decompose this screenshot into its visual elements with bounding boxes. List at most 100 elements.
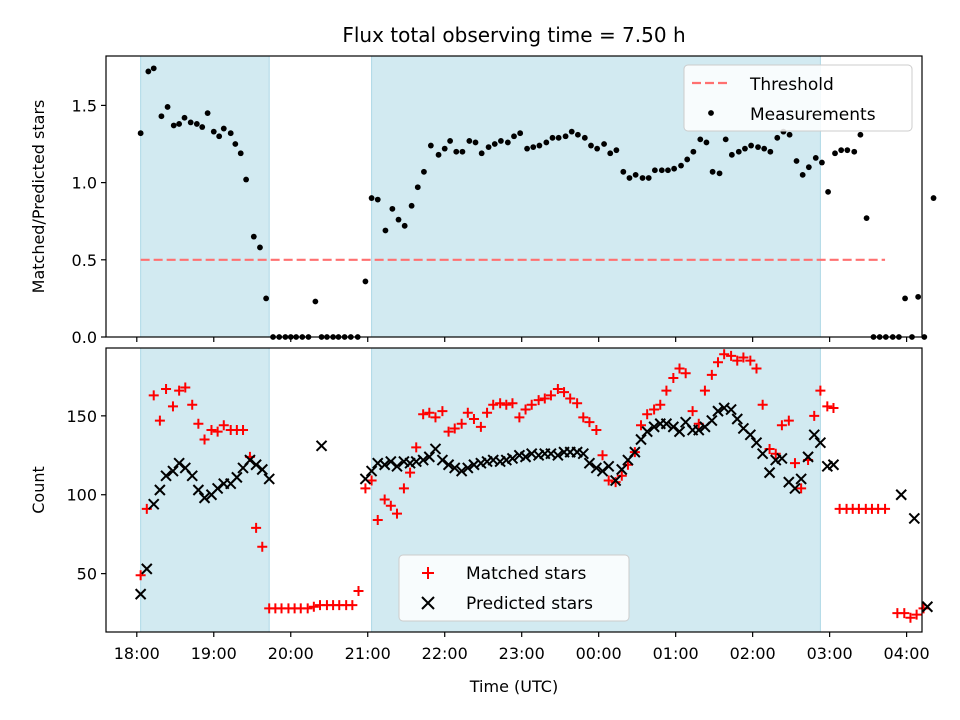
matched-star-point-79 xyxy=(636,420,647,431)
matched-star-point-117 xyxy=(880,503,891,514)
matched-star-point-76 xyxy=(616,470,627,481)
predicted-star-point-81 xyxy=(731,413,743,425)
predicted-star-point-88 xyxy=(776,452,788,465)
matched-star-point-75 xyxy=(610,477,621,488)
measurement-point-112 xyxy=(838,147,845,154)
measurement-point-101 xyxy=(767,148,774,155)
matched-star-point-50 xyxy=(449,423,460,434)
x-tick-label-04-00: 04:00 xyxy=(884,644,930,663)
matched-star-point-81 xyxy=(649,404,660,415)
measurement-point-5 xyxy=(164,104,171,110)
matched-star-point-107 xyxy=(815,385,826,396)
predicted-star-point-11 xyxy=(198,492,211,504)
top-legend-box xyxy=(683,64,913,132)
matched-star-point-19 xyxy=(251,522,262,533)
predicted-star-point-9 xyxy=(186,470,198,482)
x-tick-label-18-00: 18:00 xyxy=(114,644,160,663)
bottom-x-axis: 18:00 19:00 20:00 21:00 22:00 23:00 00:00 01:00… xyxy=(114,632,930,663)
predicted-star-point-70 xyxy=(660,418,673,430)
measurement-point-57 xyxy=(485,144,492,150)
matched-star-point-44 xyxy=(411,442,422,453)
matched-star-point-90 xyxy=(706,369,717,380)
matched-star-point-64 xyxy=(539,393,550,404)
matched-star-point-45 xyxy=(418,409,429,420)
bottom-y-axis: 50 100 150 xyxy=(66,407,106,584)
predicted-star-point-28 xyxy=(391,460,403,473)
matched-star-point-104 xyxy=(796,483,807,494)
measurement-point-61 xyxy=(511,133,517,140)
measurement-point-13 xyxy=(210,128,217,135)
matched-star-point-83 xyxy=(661,385,672,396)
matched-star-point-58 xyxy=(501,399,512,410)
measurement-point-43 xyxy=(395,216,402,223)
matched-star-point-12 xyxy=(206,425,217,436)
measurement-point-84 xyxy=(658,167,665,174)
matched-star-point-100 xyxy=(770,448,781,459)
matched-star-point-20 xyxy=(257,541,268,552)
measurement-point-73 xyxy=(588,142,594,149)
predicted-star-point-84 xyxy=(750,436,763,449)
chart-title: Flux total observing time = 7.50 h xyxy=(342,23,685,47)
x-tick-label-22-00: 22:00 xyxy=(422,644,468,663)
measurement-point-2 xyxy=(145,68,152,75)
bottom-legend: Matched stars Predicted stars xyxy=(398,554,630,622)
measurement-point-30 xyxy=(312,298,319,305)
predicted-star-point-2 xyxy=(141,563,153,575)
measurement-point-49 xyxy=(435,151,442,158)
legend-matched-swatch xyxy=(422,567,434,579)
top-y-axis: 0.0 0.5 1.0 1.5 xyxy=(72,96,106,347)
measurement-point-95 xyxy=(728,151,735,158)
measurement-point-80 xyxy=(632,171,639,178)
measurement-point-40 xyxy=(374,196,381,203)
matched-star-point-63 xyxy=(533,395,544,406)
x-tick-label-00-00: 00:00 xyxy=(576,644,622,663)
predicted-star-point-20 xyxy=(256,463,268,476)
predicted-star-point-38 xyxy=(455,465,468,477)
matched-star-point-42 xyxy=(398,483,409,494)
predicted-star-point-83 xyxy=(744,429,757,441)
predicted-star-point-66 xyxy=(635,433,647,446)
matched-star-point-57 xyxy=(495,398,506,409)
measurement-point-56 xyxy=(478,150,485,157)
predicted-star-point-21 xyxy=(263,473,275,485)
measurement-point-102 xyxy=(774,134,781,141)
predicted-star-point-6 xyxy=(167,465,179,477)
matched-star-point-66 xyxy=(552,384,563,395)
measurement-point-91 xyxy=(703,139,710,146)
predicted-star-point-16 xyxy=(231,471,243,484)
measurement-point-75 xyxy=(601,141,607,147)
matched-star-point-93 xyxy=(726,350,737,361)
predicted-stars-points xyxy=(134,402,934,613)
measurement-point-85 xyxy=(665,167,671,174)
measurement-point-55 xyxy=(472,139,479,146)
measurement-point-90 xyxy=(697,136,704,143)
measurement-point-122 xyxy=(902,295,908,302)
predicted-star-point-37 xyxy=(449,462,461,474)
measurement-point-116 xyxy=(863,215,870,222)
predicted-star-point-53 xyxy=(552,449,564,461)
matched-star-point-82 xyxy=(655,399,666,410)
predicted-star-point-60 xyxy=(596,465,609,477)
matched-star-point-87 xyxy=(687,406,698,417)
measurement-point-76 xyxy=(607,150,614,157)
measurement-point-97 xyxy=(742,145,748,152)
measurement-point-63 xyxy=(524,145,530,152)
measurement-point-39 xyxy=(368,195,375,201)
matched-star-point-51 xyxy=(456,418,467,429)
predicted-star-point-98 xyxy=(908,512,921,525)
predicted-star-point-1 xyxy=(134,588,147,600)
measurement-point-115 xyxy=(857,131,864,138)
matched-star-point-84 xyxy=(668,372,679,383)
measurement-point-44 xyxy=(401,222,408,229)
measurement-point-48 xyxy=(427,142,434,149)
matched-star-point-119 xyxy=(899,608,910,619)
predicted-star-point-35 xyxy=(436,454,449,466)
predicted-star-point-58 xyxy=(583,457,596,469)
measurement-point-108 xyxy=(812,155,819,161)
measurement-point-16 xyxy=(227,130,234,137)
matched-star-point-5 xyxy=(161,384,172,395)
x-tick-label-01-00: 01:00 xyxy=(653,644,699,663)
y-tick-label-0-0: 0.0 xyxy=(72,328,97,347)
matched-star-point-98 xyxy=(757,399,768,410)
measurement-point-12 xyxy=(204,110,211,117)
